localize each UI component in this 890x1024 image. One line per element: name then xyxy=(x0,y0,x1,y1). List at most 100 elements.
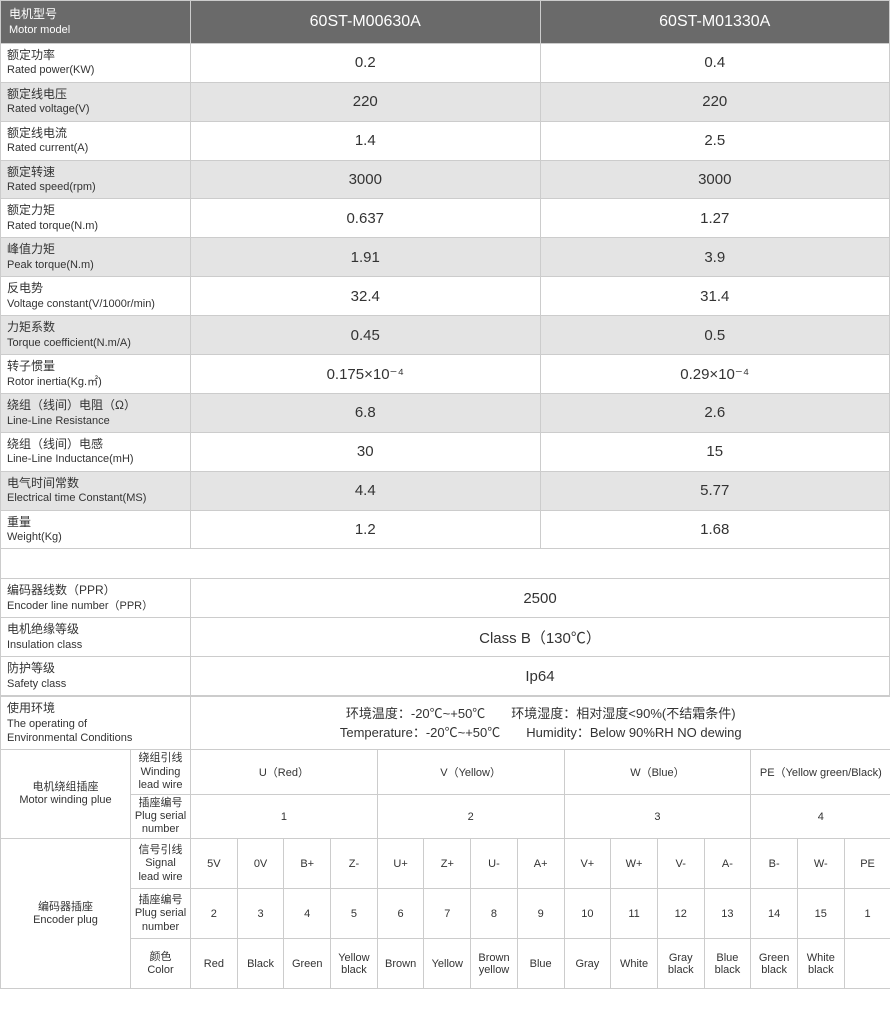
encoder-color-cell: Gray black xyxy=(657,939,704,989)
env-label-cn: 使用环境 xyxy=(7,701,184,717)
spec-row: 额定线电压Rated voltage(V) 220220 xyxy=(1,82,890,121)
row-label-cn: 额定力矩 xyxy=(7,203,184,219)
header-label-cn: 电机型号 xyxy=(9,7,182,23)
encoder-color-cell: Yellow black xyxy=(331,939,378,989)
row-label-cn: 绕组（线间）电感 xyxy=(7,437,184,453)
encoder-color-cn: 颜色 xyxy=(150,951,172,963)
winding-label-en: Motor winding plue xyxy=(19,794,111,806)
spec-row: 转子惯量Rotor inertia(Kg.㎡)0.175×10⁻⁴0.29×10… xyxy=(1,355,890,394)
encoder-plug-cell: 12 xyxy=(657,889,704,939)
env-row: 使用环境 The operating of Environmental Cond… xyxy=(1,697,890,750)
spec-row: 电气时间常数Electrical time Constant(MS)4.45.7… xyxy=(1,471,890,510)
row-val-a: 4.4 xyxy=(191,471,541,510)
encoder-color-cell: Blue xyxy=(517,939,564,989)
row-val-a: 6.8 xyxy=(191,393,541,432)
row-label-cn: 重量 xyxy=(7,515,184,531)
winding-lead-2: W（Blue） xyxy=(564,750,751,795)
row-label-cn: 绕组（线间）电阻（Ω） xyxy=(7,398,184,414)
encoder-plug-cell: 13 xyxy=(704,889,751,939)
row-val-a: 3000 xyxy=(191,160,541,199)
winding-plug-cn: 插座编号 xyxy=(139,797,183,809)
row-val-a: 1.4 xyxy=(191,121,541,160)
spec-row: 绕组（线间）电阻（Ω）Line-Line Resistance6.82.6 xyxy=(1,393,890,432)
header-label-en: Motor model xyxy=(9,23,182,37)
row-label-cn: 力矩系数 xyxy=(7,320,184,336)
spec-row: 力矩系数Torque coefficient(N.m/A)0.450.5 xyxy=(1,316,890,355)
winding-plug-en: Plug serial number xyxy=(135,810,186,835)
shared-val: 2500 xyxy=(191,579,890,618)
row-val-a: 0.45 xyxy=(191,316,541,355)
encoder-signal-cell: U+ xyxy=(377,839,424,889)
encoder-signal-cell: A- xyxy=(704,839,751,889)
winding-plug-3: 4 xyxy=(751,794,890,839)
shared-row: 防护等级Safety classIp64 xyxy=(1,657,890,696)
encoder-signal-cell: Z+ xyxy=(424,839,471,889)
spec-row: 额定力矩Rated torque(N.m)0.6371.27 xyxy=(1,199,890,238)
encoder-plug-cell: 15 xyxy=(797,889,844,939)
row-label-en: Weight(Kg) xyxy=(7,530,184,544)
winding-lead-3: PE（Yellow green/Black) xyxy=(751,750,890,795)
encoder-plug-cell: 6 xyxy=(377,889,424,939)
shared-label-en: Encoder line number（PPR） xyxy=(7,599,184,613)
row-val-b: 0.5 xyxy=(540,316,890,355)
row-label-cn: 转子惯量 xyxy=(7,359,184,375)
row-label-cn: 额定线电压 xyxy=(7,87,184,103)
row-label-en: Rated speed(rpm) xyxy=(7,180,184,194)
row-val-b: 220 xyxy=(540,82,890,121)
row-label-en: Voltage constant(V/1000r/min) xyxy=(7,297,184,311)
encoder-label-en: Encoder plug xyxy=(33,914,98,926)
encoder-color-cell: White xyxy=(611,939,658,989)
encoder-signal-en: Signal lead wire xyxy=(138,857,182,882)
encoder-plug-cell: 3 xyxy=(237,889,284,939)
winding-plug-1: 2 xyxy=(377,794,564,839)
encoder-color-cell: Blue black xyxy=(704,939,751,989)
spec-row: 额定转速Rated speed(rpm)30003000 xyxy=(1,160,890,199)
spec-row: 绕组（线间）电感Line-Line Inductance(mH)3015 xyxy=(1,432,890,471)
encoder-color-cell xyxy=(844,939,890,989)
row-val-b: 1.68 xyxy=(540,510,890,549)
spec-row: 额定功率Rated power(KW)0.20.4 xyxy=(1,43,890,82)
row-val-a: 1.2 xyxy=(191,510,541,549)
header-model-b: 60ST-M01330A xyxy=(540,1,890,44)
row-val-b: 2.5 xyxy=(540,121,890,160)
row-label-cn: 反电势 xyxy=(7,281,184,297)
row-val-a: 220 xyxy=(191,82,541,121)
shared-label-en: Insulation class xyxy=(7,638,184,652)
spec-row: 反电势Voltage constant(V/1000r/min)32.431.4 xyxy=(1,277,890,316)
encoder-signal-cell: B- xyxy=(751,839,798,889)
row-label-cn: 额定功率 xyxy=(7,48,184,64)
row-label-en: Electrical time Constant(MS) xyxy=(7,491,184,505)
encoder-signal-cell: Z- xyxy=(331,839,378,889)
row-val-a: 0.2 xyxy=(191,43,541,82)
spacer-row xyxy=(1,549,890,579)
env-line2: Temperature：-20℃~+50℃ Humidity：Below 90%… xyxy=(197,723,884,743)
winding-plug-2: 3 xyxy=(564,794,751,839)
env-label-en1: The operating of xyxy=(7,717,184,731)
row-label-en: Peak torque(N.m) xyxy=(7,258,184,272)
header-model-a: 60ST-M00630A xyxy=(191,1,541,44)
encoder-color-row: 颜色 Color RedBlackGreenYellow blackBrownY… xyxy=(1,939,890,989)
spec-row: 峰值力矩Peak torque(N.m)1.913.9 xyxy=(1,238,890,277)
row-val-b: 3.9 xyxy=(540,238,890,277)
encoder-plug-en: Plug serial number xyxy=(135,907,186,932)
encoder-plug-cell: 8 xyxy=(471,889,518,939)
encoder-signal-cell: 5V xyxy=(191,839,238,889)
encoder-color-cell: White black xyxy=(797,939,844,989)
encoder-signal-cell: V- xyxy=(657,839,704,889)
encoder-color-cell: Black xyxy=(237,939,284,989)
encoder-signal-cell: A+ xyxy=(517,839,564,889)
row-label-en: Rotor inertia(Kg.㎡) xyxy=(7,375,184,389)
header-row: 电机型号 Motor model 60ST-M00630A 60ST-M0133… xyxy=(1,1,890,44)
encoder-signal-row: 编码器插座 Encoder plug 信号引线 Signal lead wire… xyxy=(1,839,890,889)
encoder-signal-cell: V+ xyxy=(564,839,611,889)
winding-label-cn: 电机绕组插座 xyxy=(33,781,99,793)
row-label-en: Rated voltage(V) xyxy=(7,102,184,116)
shared-val: Ip64 xyxy=(191,657,890,696)
env-label-en2: Environmental Conditions xyxy=(7,731,184,745)
encoder-color-en: Color xyxy=(147,964,173,976)
encoder-plug-row: 插座编号 Plug serial number 2345678910111213… xyxy=(1,889,890,939)
row-val-a: 32.4 xyxy=(191,277,541,316)
winding-lead-en: Winding lead wire xyxy=(138,766,182,791)
encoder-plug-cell: 14 xyxy=(751,889,798,939)
encoder-signal-cell: U- xyxy=(471,839,518,889)
